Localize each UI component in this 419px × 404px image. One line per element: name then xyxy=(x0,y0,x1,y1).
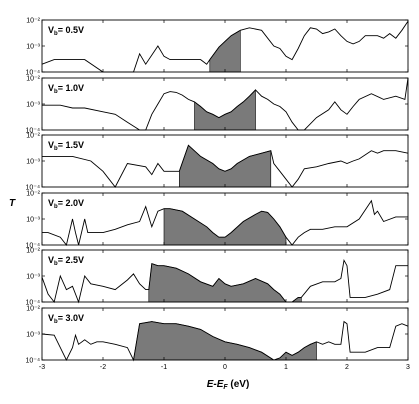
y-tick-label: 10⁻⁴ xyxy=(26,70,41,77)
y-tick-label: 10⁻³ xyxy=(26,332,40,339)
bias-window-area xyxy=(148,263,302,303)
transmission-line xyxy=(42,144,409,188)
panel-label: Vb= 3.0V xyxy=(48,313,84,325)
transmission-line xyxy=(41,258,408,304)
y-tick-label: 10⁻⁴ xyxy=(26,358,41,365)
y-tick-label: 10⁻³ xyxy=(26,44,40,51)
panel-label: Vb= 2.5V xyxy=(48,255,84,267)
y-tick-label: 10⁻⁴ xyxy=(26,243,41,250)
panel-5: 10⁻² 10⁻³ 10⁻⁴ Vb= 2.5V xyxy=(26,248,409,307)
y-tick-label: 10⁻⁴ xyxy=(26,300,41,307)
x-tick-labels: -3 -2 -1 0 1 2 3 xyxy=(39,364,410,371)
x-tick-label: -1 xyxy=(161,364,167,371)
x-axis-title: E-EF (eV) xyxy=(207,379,250,391)
panel-3: 10⁻² 10⁻³ 10⁻⁴ Vb= 1.5V xyxy=(26,133,409,192)
y-axis-title: T xyxy=(9,198,16,209)
panel-label: Vb= 1.0V xyxy=(48,83,84,95)
y-tick-label: 10⁻³ xyxy=(26,102,40,109)
y-tick-label: 10⁻² xyxy=(26,191,40,198)
panel-2: 10⁻² 10⁻³ 10⁻⁴ Vb= 1.0V xyxy=(26,76,409,135)
bias-window-area xyxy=(209,29,241,73)
x-tick-label: -2 xyxy=(100,364,106,371)
y-tick-label: 10⁻³ xyxy=(26,217,40,224)
panel-label: Vb= 1.5V xyxy=(48,140,84,152)
y-tick-label: 10⁻⁴ xyxy=(26,128,41,135)
panels-group: 10⁻² 10⁻³ 10⁻⁴ Vb= 0.5V 10⁻² 10⁻³ 10⁻⁴ Vb= 1.0V… xyxy=(26,18,409,365)
bias-window-area xyxy=(163,208,287,246)
y-tick-label: 10⁻² xyxy=(26,76,40,83)
y-tick-label: 10⁻² xyxy=(26,248,40,255)
x-tick-label: -3 xyxy=(39,364,45,371)
panel-1: 10⁻² 10⁻³ 10⁻⁴ Vb= 0.5V xyxy=(26,18,409,77)
transmission-line xyxy=(41,20,409,73)
panel-label: Vb= 0.5V xyxy=(48,25,84,37)
bias-window-area xyxy=(179,144,272,188)
transmission-line xyxy=(42,199,408,247)
y-tick-label: 10⁻³ xyxy=(26,274,40,281)
y-tick-label: 10⁻² xyxy=(26,133,40,140)
transmission-line xyxy=(41,320,409,362)
panel-4: 10⁻² 10⁻³ 10⁻⁴ Vb= 2.0V xyxy=(26,191,409,250)
y-tick-label: 10⁻³ xyxy=(26,159,40,166)
bias-window-area xyxy=(194,89,256,131)
panel-6: 10⁻² 10⁻³ 10⁻⁴ Vb= 3.0V xyxy=(26,306,409,365)
x-tick-label: 1 xyxy=(284,364,288,371)
x-tick-label: 3 xyxy=(406,364,410,371)
panel-label: Vb= 2.0V xyxy=(48,198,84,210)
y-tick-label: 10⁻⁴ xyxy=(26,185,41,192)
y-tick-label: 10⁻² xyxy=(26,18,40,25)
y-tick-label: 10⁻² xyxy=(26,306,40,313)
x-tick-label: 2 xyxy=(345,364,349,371)
x-tick-label: 0 xyxy=(223,364,227,371)
